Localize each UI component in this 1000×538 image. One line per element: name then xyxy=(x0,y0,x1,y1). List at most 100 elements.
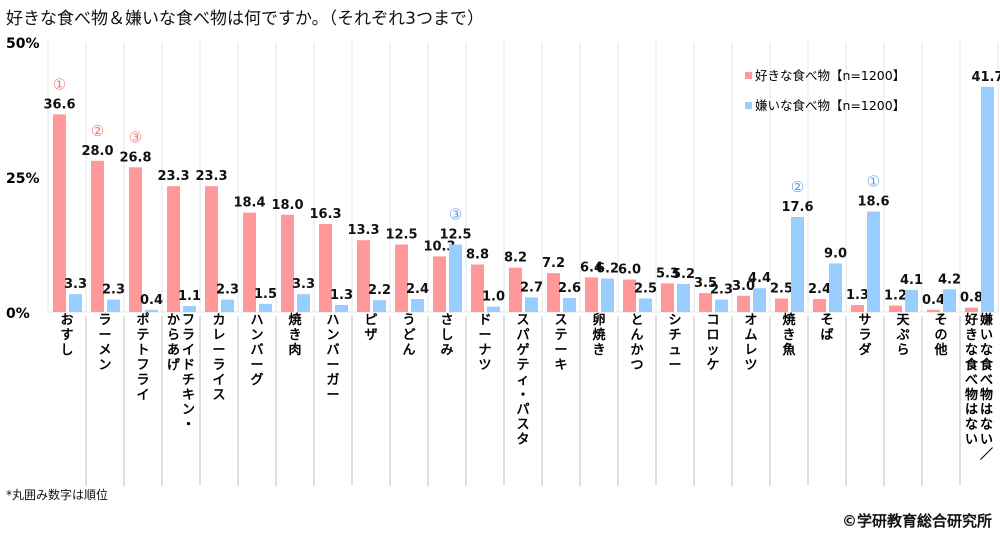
data-label: 6.0 xyxy=(618,263,641,278)
bar-like xyxy=(851,304,864,312)
bar-like xyxy=(623,279,636,312)
bar-like xyxy=(357,240,370,312)
legend-swatch-like xyxy=(745,72,752,79)
data-label: 3.3 xyxy=(292,277,315,292)
data-label: 2.4 xyxy=(808,282,831,297)
rank-marker: ③ xyxy=(449,206,462,224)
bar-dislike xyxy=(753,288,766,312)
data-label: 2.3 xyxy=(710,283,733,298)
y-tick-label: 50% xyxy=(6,36,40,52)
category-label: 卵焼き xyxy=(592,312,605,358)
data-label: 8.2 xyxy=(504,251,527,266)
rank-marker: ③ xyxy=(129,128,142,146)
data-label: 1.2 xyxy=(884,289,907,304)
legend-label: 好きな食べ物【n=1200】 xyxy=(755,68,905,83)
category-label: 好きな食べ物はない xyxy=(964,312,979,448)
bar-dislike xyxy=(715,299,728,312)
category-label: その他 xyxy=(933,313,947,358)
data-label: 0.4 xyxy=(922,293,945,308)
legend-swatch-dislike xyxy=(745,102,752,109)
bar-like xyxy=(395,244,408,312)
data-label: 41.7 xyxy=(971,70,1000,85)
bar-like xyxy=(547,273,560,312)
rank-marker: ① xyxy=(53,75,66,93)
data-label: 2.3 xyxy=(216,283,239,298)
bar-dislike xyxy=(449,244,462,312)
data-label: 1.1 xyxy=(178,289,201,304)
bar-dislike xyxy=(145,309,158,312)
bar-like xyxy=(661,283,674,312)
category-label: おすし xyxy=(60,313,73,358)
data-label: 0.8 xyxy=(960,291,983,306)
data-label: 2.2 xyxy=(368,283,391,298)
data-label: 3.3 xyxy=(64,277,87,292)
bar-dislike xyxy=(411,299,424,312)
data-label: 6.4 xyxy=(580,260,603,275)
data-label: 9.0 xyxy=(824,246,847,261)
bar-dislike xyxy=(905,289,918,312)
bar-like xyxy=(775,298,788,312)
y-tick-label: 25% xyxy=(6,171,40,187)
data-label: 1.5 xyxy=(254,287,277,302)
data-label: 23.3 xyxy=(157,169,189,184)
category-label: 焼き肉 xyxy=(288,312,301,358)
category-label: ハンバーグ xyxy=(250,313,263,388)
bar-like xyxy=(205,186,218,312)
bar-dislike xyxy=(791,216,804,312)
category-label: サラダ xyxy=(858,313,871,358)
data-label: 5.3 xyxy=(656,266,679,281)
bar-like xyxy=(813,299,826,312)
data-label: 18.6 xyxy=(857,195,889,210)
bar-dislike xyxy=(867,211,880,312)
category-label: ピザ xyxy=(364,313,377,343)
category-label: とんかつ xyxy=(630,313,643,373)
bar-like xyxy=(129,167,142,312)
bar-dislike xyxy=(563,297,576,312)
data-label: 8.8 xyxy=(466,247,489,262)
bar-like xyxy=(927,309,940,312)
bar-like xyxy=(471,264,484,312)
data-label: 12.5 xyxy=(439,228,471,243)
bar-like xyxy=(699,293,712,312)
copyright-credit: ©学研教育総合研究所 xyxy=(841,512,992,530)
category-label: からあげ xyxy=(167,313,181,373)
data-label: 4.1 xyxy=(900,273,923,288)
category-label: コロッケ xyxy=(706,313,719,373)
bar-dislike xyxy=(639,298,652,312)
bar-like xyxy=(167,186,180,312)
data-label: 2.6 xyxy=(558,281,581,296)
category-label: そば xyxy=(820,313,833,343)
rank-marker: ② xyxy=(791,178,804,196)
bar-like xyxy=(433,256,446,312)
bar-like xyxy=(53,114,66,312)
rank-marker: ① xyxy=(867,173,880,191)
bar-dislike xyxy=(943,289,956,312)
bar-like xyxy=(737,295,750,312)
bar-like xyxy=(585,277,598,312)
bar-dislike xyxy=(373,300,386,312)
footnote: *丸囲み数字は順位 xyxy=(6,488,109,502)
category-label: ポテトフライ xyxy=(136,312,149,403)
data-label: 7.2 xyxy=(542,256,565,271)
rank-marker: ② xyxy=(91,122,104,140)
data-label: 1.3 xyxy=(330,288,353,303)
y-tick-label: 0% xyxy=(6,306,30,322)
bar-dislike xyxy=(259,303,272,312)
bar-like xyxy=(509,267,522,312)
bar-dislike xyxy=(297,294,310,312)
data-label: 26.8 xyxy=(119,150,151,165)
category-label: スパゲティ・パスタ xyxy=(516,313,529,448)
bar-dislike xyxy=(677,283,690,312)
data-label: 23.3 xyxy=(195,169,227,184)
category-label: うどん xyxy=(402,313,415,358)
category-label: ステーキ xyxy=(554,313,567,373)
category-label: オムレツ xyxy=(744,313,757,373)
data-label: 28.0 xyxy=(81,144,113,159)
data-label: 1.3 xyxy=(846,288,869,303)
category-label: ラーメン xyxy=(98,313,111,373)
bar-dislike xyxy=(335,304,348,312)
bar-like xyxy=(281,214,294,312)
data-label: 3.0 xyxy=(732,279,755,294)
data-label: 2.4 xyxy=(406,282,429,297)
